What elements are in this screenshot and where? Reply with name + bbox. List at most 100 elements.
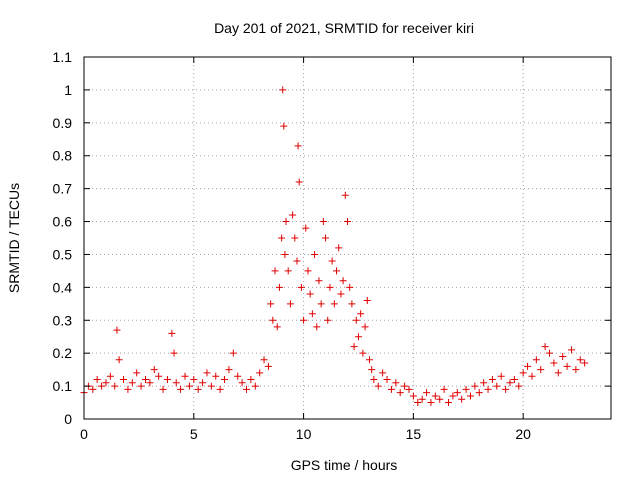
data-point xyxy=(344,218,351,226)
y-tick-label: 0.6 xyxy=(53,214,73,230)
data-point xyxy=(330,300,338,308)
data-point xyxy=(333,267,341,275)
data-point xyxy=(124,385,132,393)
data-point xyxy=(267,300,275,308)
x-tick-label: 10 xyxy=(296,426,312,442)
data-point xyxy=(300,316,308,324)
data-point xyxy=(510,376,518,384)
data-point xyxy=(324,316,332,324)
data-point xyxy=(260,356,268,364)
y-tick-label: 1.1 xyxy=(53,49,73,65)
data-point xyxy=(308,310,316,318)
data-point xyxy=(328,257,336,265)
data-point xyxy=(203,369,211,377)
data-point xyxy=(348,300,356,308)
chart-title: Day 201 of 2021, SRMTID for receiver kir… xyxy=(214,20,474,36)
data-point xyxy=(207,382,215,390)
data-point xyxy=(102,379,110,387)
data-point xyxy=(306,290,314,298)
data-point xyxy=(488,376,496,384)
data-point xyxy=(269,316,277,324)
data-point xyxy=(466,392,474,400)
data-point xyxy=(354,333,362,341)
data-point xyxy=(418,395,426,403)
data-point xyxy=(532,356,540,364)
data-point xyxy=(365,356,373,364)
data-point xyxy=(541,343,549,351)
data-point xyxy=(445,399,453,407)
x-tick-label: 15 xyxy=(406,426,422,442)
data-point xyxy=(458,395,466,403)
data-point xyxy=(120,376,128,384)
y-tick-label: 0.9 xyxy=(53,115,73,131)
data-point xyxy=(567,346,575,354)
data-point xyxy=(370,376,378,384)
data-point xyxy=(280,122,288,130)
data-point xyxy=(225,366,233,374)
x-axis-label: GPS time / hours xyxy=(291,457,398,473)
data-point xyxy=(163,376,171,384)
data-point xyxy=(181,372,189,380)
data-point xyxy=(111,382,119,390)
y-tick-label: 0.8 xyxy=(53,148,73,164)
data-point xyxy=(449,392,457,400)
data-point xyxy=(350,343,358,351)
data-point xyxy=(363,297,371,305)
data-point xyxy=(405,385,413,393)
x-tick-label: 5 xyxy=(190,426,198,442)
data-point xyxy=(297,283,305,291)
data-point xyxy=(414,399,422,407)
data-point xyxy=(282,218,290,226)
data-point xyxy=(359,349,367,357)
data-point xyxy=(576,356,584,364)
data-point xyxy=(387,385,395,393)
data-point xyxy=(212,372,220,380)
data-point xyxy=(335,244,343,252)
x-tick-labels: 0 5 10 15 20 xyxy=(80,426,531,442)
data-point xyxy=(493,382,501,390)
data-point xyxy=(279,86,287,94)
data-point xyxy=(563,362,571,370)
data-point xyxy=(115,356,123,364)
data-point xyxy=(475,389,483,397)
data-point xyxy=(554,369,562,377)
data-point xyxy=(546,349,554,357)
data-point xyxy=(352,316,360,324)
data-point xyxy=(98,382,106,390)
data-point xyxy=(515,382,523,390)
data-point xyxy=(480,379,488,387)
data-point xyxy=(141,376,149,384)
y-tick-label: 0.4 xyxy=(53,279,73,295)
data-point xyxy=(337,290,345,298)
data-point xyxy=(581,359,589,367)
data-point xyxy=(440,385,448,393)
data-point xyxy=(238,379,246,387)
data-point xyxy=(357,310,365,318)
data-point xyxy=(484,385,492,393)
data-point xyxy=(278,234,286,242)
data-point xyxy=(177,385,185,393)
data-point xyxy=(284,267,292,275)
data-point xyxy=(221,376,229,384)
data-point xyxy=(199,379,207,387)
data-point xyxy=(89,385,97,393)
data-point xyxy=(294,142,302,150)
data-point xyxy=(242,385,250,393)
data-point xyxy=(423,389,431,397)
y-tick-labels: 0 0.1 0.2 0.3 0.4 0.5 0.6 0.7 0.8 0.9 1 1.1 xyxy=(53,49,73,427)
data-point xyxy=(313,323,321,331)
grid-lines xyxy=(83,56,611,420)
data-point xyxy=(106,372,114,380)
data-point xyxy=(264,362,272,370)
data-point xyxy=(275,283,283,291)
data-point xyxy=(528,372,536,380)
data-point xyxy=(293,257,301,265)
data-point xyxy=(368,366,376,374)
data-point xyxy=(326,283,334,291)
data-point xyxy=(133,369,141,377)
data-point xyxy=(170,349,178,357)
data-point xyxy=(302,224,310,232)
data-point xyxy=(409,392,417,400)
x-tick-label: 20 xyxy=(515,426,531,442)
y-tick-label: 0.7 xyxy=(53,181,73,197)
